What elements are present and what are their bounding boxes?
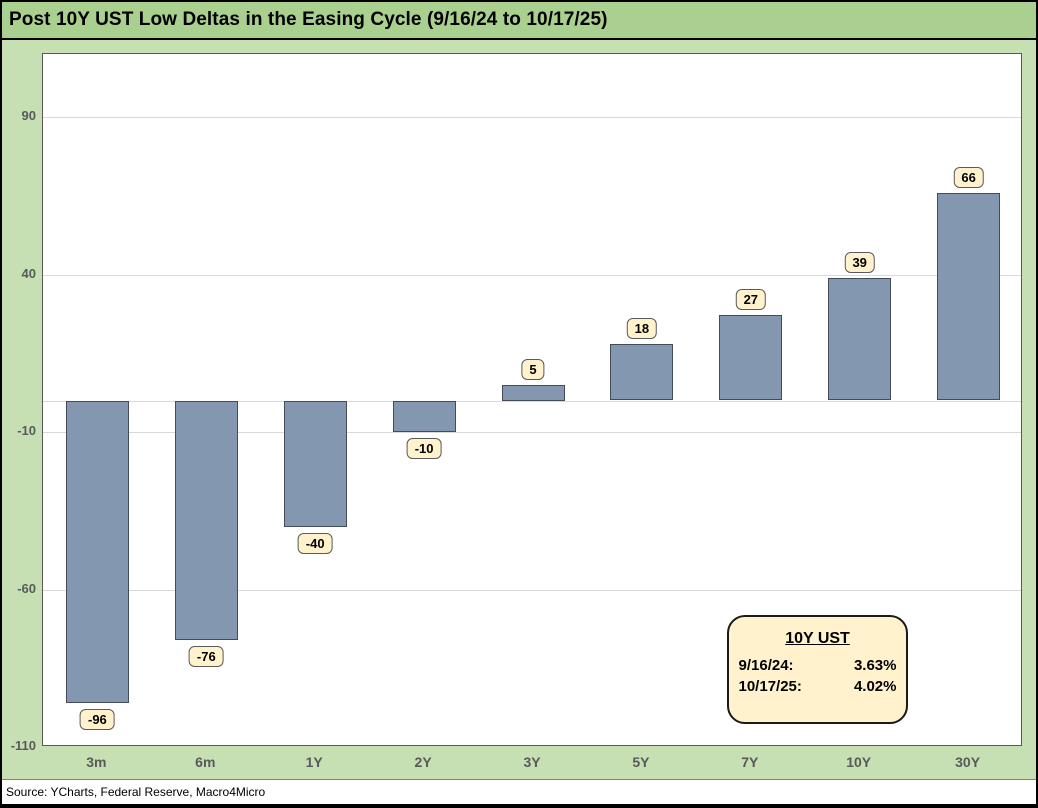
legend-title: 10Y UST — [785, 630, 850, 647]
chart-title: Post 10Y UST Low Deltas in the Easing Cy… — [2, 2, 1036, 40]
gridline — [43, 589, 1021, 591]
x-axis-label-2Y: 2Y — [414, 754, 432, 770]
bar-1Y — [283, 400, 347, 527]
x-axis-label-6m: 6m — [195, 754, 216, 770]
bar-2Y — [392, 400, 456, 432]
x-axis-label-7Y: 7Y — [741, 754, 759, 770]
y-axis-tick-label: -10 — [17, 423, 36, 438]
bar-value-label: -10 — [406, 438, 442, 459]
y-axis-tick-label: 90 — [21, 108, 36, 123]
gridline — [43, 117, 1021, 118]
bar-value-label: 27 — [735, 289, 767, 311]
x-axis-label-1Y: 1Y — [305, 754, 323, 770]
legend-rate-value: 3.63% — [853, 657, 897, 674]
legend-line: 9/16/24: 3.63% — [739, 655, 897, 676]
bar-7Y — [719, 315, 783, 401]
x-axis-label-10Y: 10Y — [846, 754, 872, 770]
bar-value-label: 5 — [521, 358, 545, 380]
bar-30Y — [937, 192, 1001, 401]
gridline — [43, 432, 1021, 433]
bar-value-label: -76 — [188, 645, 224, 667]
gridline — [43, 274, 1021, 276]
bar-3m — [65, 400, 129, 703]
bar-3Y — [501, 384, 565, 401]
bar-10Y — [828, 277, 892, 401]
plot-area: -96 -76 -40 -10 5 18 27 39 66 — [42, 53, 1022, 746]
gridline — [43, 400, 1021, 402]
legend-date-label: 10/17/25: — [738, 678, 802, 695]
bar-value-label: 18 — [626, 317, 658, 339]
legend-box: 10Y UST 9/16/24: 3.63% 10/17/25: 4.02% — [727, 615, 908, 724]
bar-value-label: 39 — [844, 251, 875, 273]
legend-rate-value: 4.02% — [853, 678, 897, 695]
bar-value-label: -96 — [79, 708, 115, 730]
source-note: Source: YCharts, Federal Reserve, Macro4… — [2, 779, 1036, 804]
y-axis-tick-label: -60 — [17, 580, 36, 596]
legend-date-label: 9/16/24: — [738, 657, 794, 674]
y-axis-tick-label: 40 — [21, 265, 36, 281]
bar-value-label: 66 — [953, 166, 984, 188]
y-axis-tick-label: -110 — [10, 738, 36, 753]
chart-area: -96 -76 -40 -10 5 18 27 39 66 90 40 -10 -60 -110 3m 6… — [2, 40, 1036, 779]
x-axis-label-3Y: 3Y — [523, 754, 541, 770]
x-axis-label-30Y: 30Y — [955, 754, 981, 770]
x-axis-label-5Y: 5Y — [632, 754, 650, 770]
legend-line: 10/17/25: 4.02% — [739, 676, 897, 697]
x-axis-label-3m: 3m — [86, 754, 107, 770]
bar-5Y — [610, 343, 674, 401]
bar-6m — [174, 400, 238, 640]
bar-value-label: -40 — [297, 532, 333, 554]
